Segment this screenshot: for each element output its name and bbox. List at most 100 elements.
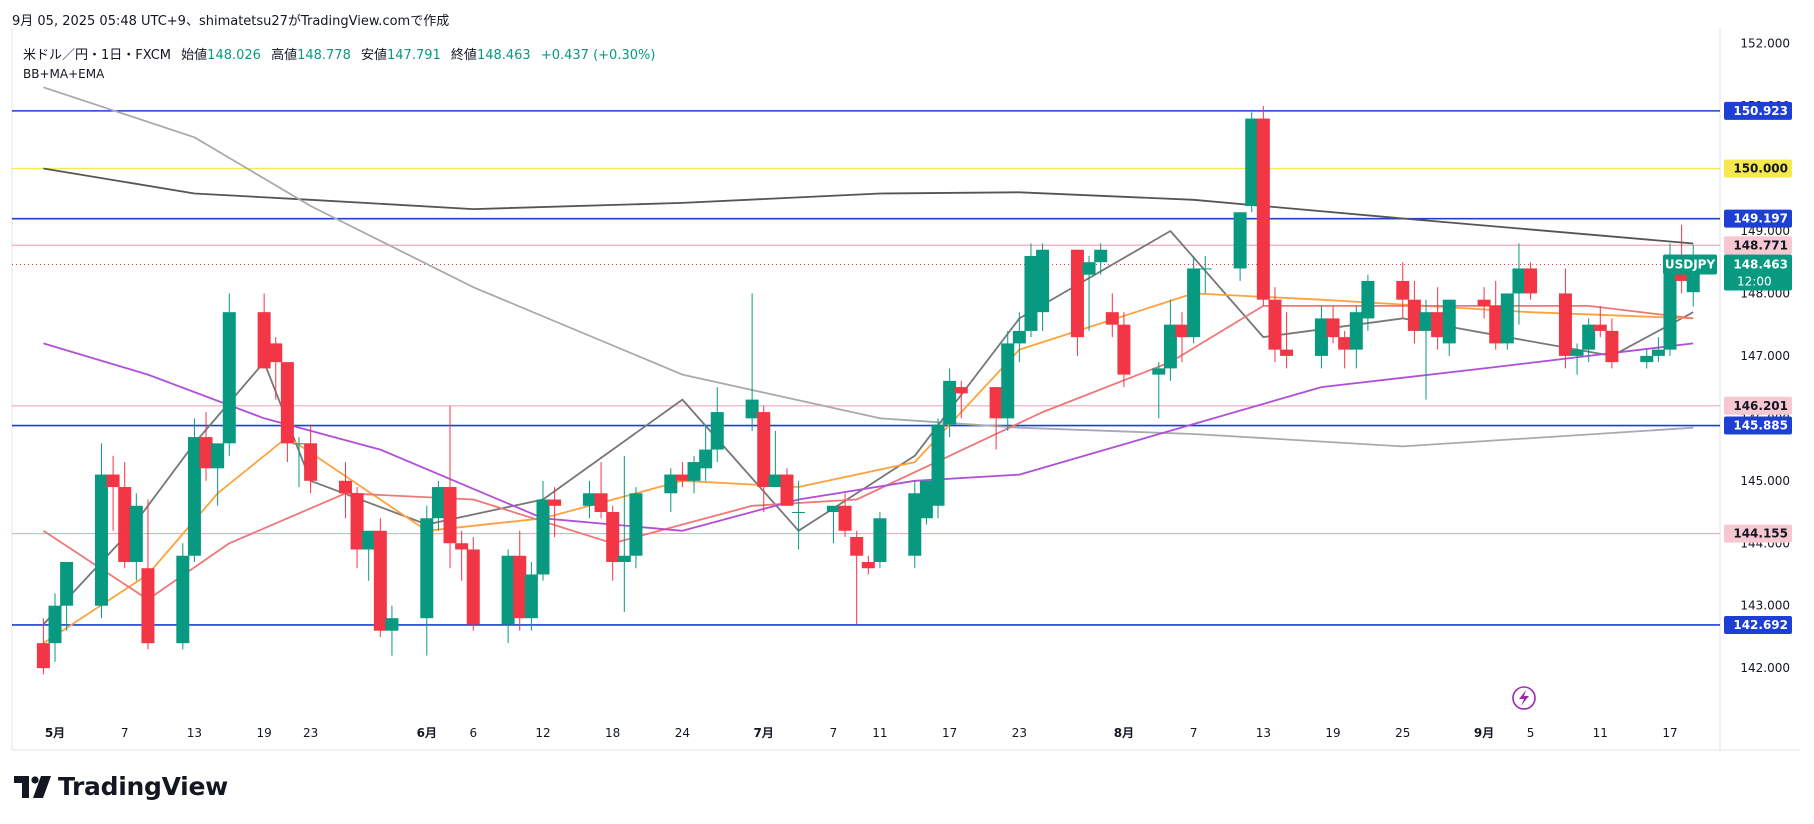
candle — [501, 549, 515, 644]
candle-body — [48, 605, 62, 644]
x-tick-label: 17 — [942, 726, 957, 740]
candle-body — [1349, 312, 1363, 350]
candle-body — [768, 474, 782, 488]
x-tick-label: 7 — [1190, 726, 1198, 740]
candle — [1605, 318, 1619, 369]
indicator-ema_salmon — [42, 304, 1694, 601]
symbol-tag-label[interactable]: USDJPY — [1665, 258, 1716, 272]
candles — [36, 106, 1700, 675]
candle-body — [931, 424, 945, 506]
price-tag-label: 148.771 — [1733, 238, 1788, 252]
candle-body — [1593, 324, 1607, 331]
candle-body — [466, 549, 480, 625]
candle — [1582, 318, 1596, 363]
candle-body — [1198, 268, 1212, 270]
x-tick-label: 13 — [1256, 726, 1271, 740]
candle — [1477, 287, 1491, 319]
candle — [431, 480, 445, 531]
candle-body — [94, 474, 108, 606]
candle-body — [106, 474, 120, 488]
candle-body — [1117, 324, 1131, 375]
candle-body — [582, 493, 596, 506]
candle — [582, 480, 596, 519]
candle-body — [1477, 299, 1491, 306]
x-tick-label: 7 — [830, 726, 838, 740]
candle-body — [919, 480, 933, 519]
candle — [48, 593, 62, 662]
candle — [292, 437, 306, 488]
candle — [629, 487, 643, 569]
candle-body — [594, 493, 608, 513]
indicator-ma_long_dark — [43, 167, 1694, 245]
x-tick-label: 11 — [1593, 726, 1608, 740]
candle — [338, 462, 352, 519]
candle — [1419, 299, 1433, 400]
symbol-tag-bg — [1663, 254, 1717, 275]
tradingview-logo[interactable]: TradingView — [14, 772, 228, 801]
candle — [1094, 243, 1108, 275]
candle-body — [757, 412, 771, 488]
lightning-icon[interactable] — [1512, 686, 1536, 710]
candle-body — [1338, 337, 1352, 350]
candle — [222, 293, 236, 456]
candle-body — [1152, 368, 1166, 375]
candle-body — [1396, 280, 1410, 300]
candle-body — [292, 443, 306, 445]
price-tag-bg — [1724, 416, 1792, 435]
candle — [60, 561, 74, 631]
price-tag-bg — [1724, 396, 1792, 415]
candle-body — [1558, 293, 1572, 356]
indicator-names[interactable]: BB+MA+EMA — [23, 67, 105, 81]
candle — [1012, 312, 1026, 363]
price-chart[interactable]: 142.000143.000144.000145.000146.000147.0… — [0, 0, 1814, 760]
x-tick-label: 5月 — [45, 726, 65, 740]
candle — [280, 362, 294, 463]
candle — [1570, 343, 1584, 375]
candle — [1326, 305, 1340, 344]
high-value: 148.778 — [297, 48, 351, 63]
price-tag-bg — [1724, 159, 1792, 178]
candle — [1187, 255, 1201, 344]
candle-body — [1431, 312, 1445, 338]
candle-body — [1651, 349, 1665, 356]
candle — [106, 455, 120, 531]
price-tags: 150.923 150.000 149.197 148.771 146.201 145.8… — [1663, 101, 1792, 634]
candle-body — [373, 530, 387, 631]
y-tick-label: 152.000 — [1740, 37, 1790, 51]
candle — [1361, 274, 1375, 331]
candle-body — [1163, 324, 1177, 369]
candle-body — [431, 487, 445, 519]
x-tick-label: 6月 — [417, 726, 437, 740]
candle — [1500, 293, 1514, 350]
candle-body — [1582, 324, 1596, 350]
candle-body — [1314, 318, 1328, 356]
legend-ohlc-row: 米ドル／円・1日・FXCM 始値148.026 高値148.778 安値147.… — [23, 44, 655, 63]
candle — [548, 487, 562, 538]
x-tick-label: 17 — [1662, 726, 1677, 740]
price-tag-label: 145.885 — [1733, 419, 1788, 433]
candle-body — [1407, 299, 1421, 331]
candle — [931, 418, 945, 519]
price-tag-label: 144.155 — [1733, 527, 1788, 541]
candle — [176, 543, 190, 650]
candle-body — [838, 505, 852, 531]
symbol-line[interactable]: 米ドル／円・1日・FXCM — [23, 48, 172, 63]
candle-body — [826, 505, 840, 513]
candle-body — [1233, 212, 1247, 269]
low-value: 147.791 — [387, 48, 441, 63]
candle — [1268, 287, 1282, 363]
price-tag-bg — [1724, 236, 1792, 255]
indicator-ema_orange — [42, 292, 1694, 644]
candle-body — [176, 555, 190, 644]
candle-body — [455, 543, 469, 550]
candle — [1651, 337, 1665, 363]
x-tick-label: 23 — [303, 726, 318, 740]
candle — [1314, 305, 1328, 369]
candle-body — [129, 505, 143, 562]
candle-body — [1570, 349, 1584, 356]
candle — [1280, 312, 1294, 369]
candle-body — [60, 561, 74, 606]
candle-body — [850, 537, 864, 556]
candle-body — [280, 362, 294, 444]
